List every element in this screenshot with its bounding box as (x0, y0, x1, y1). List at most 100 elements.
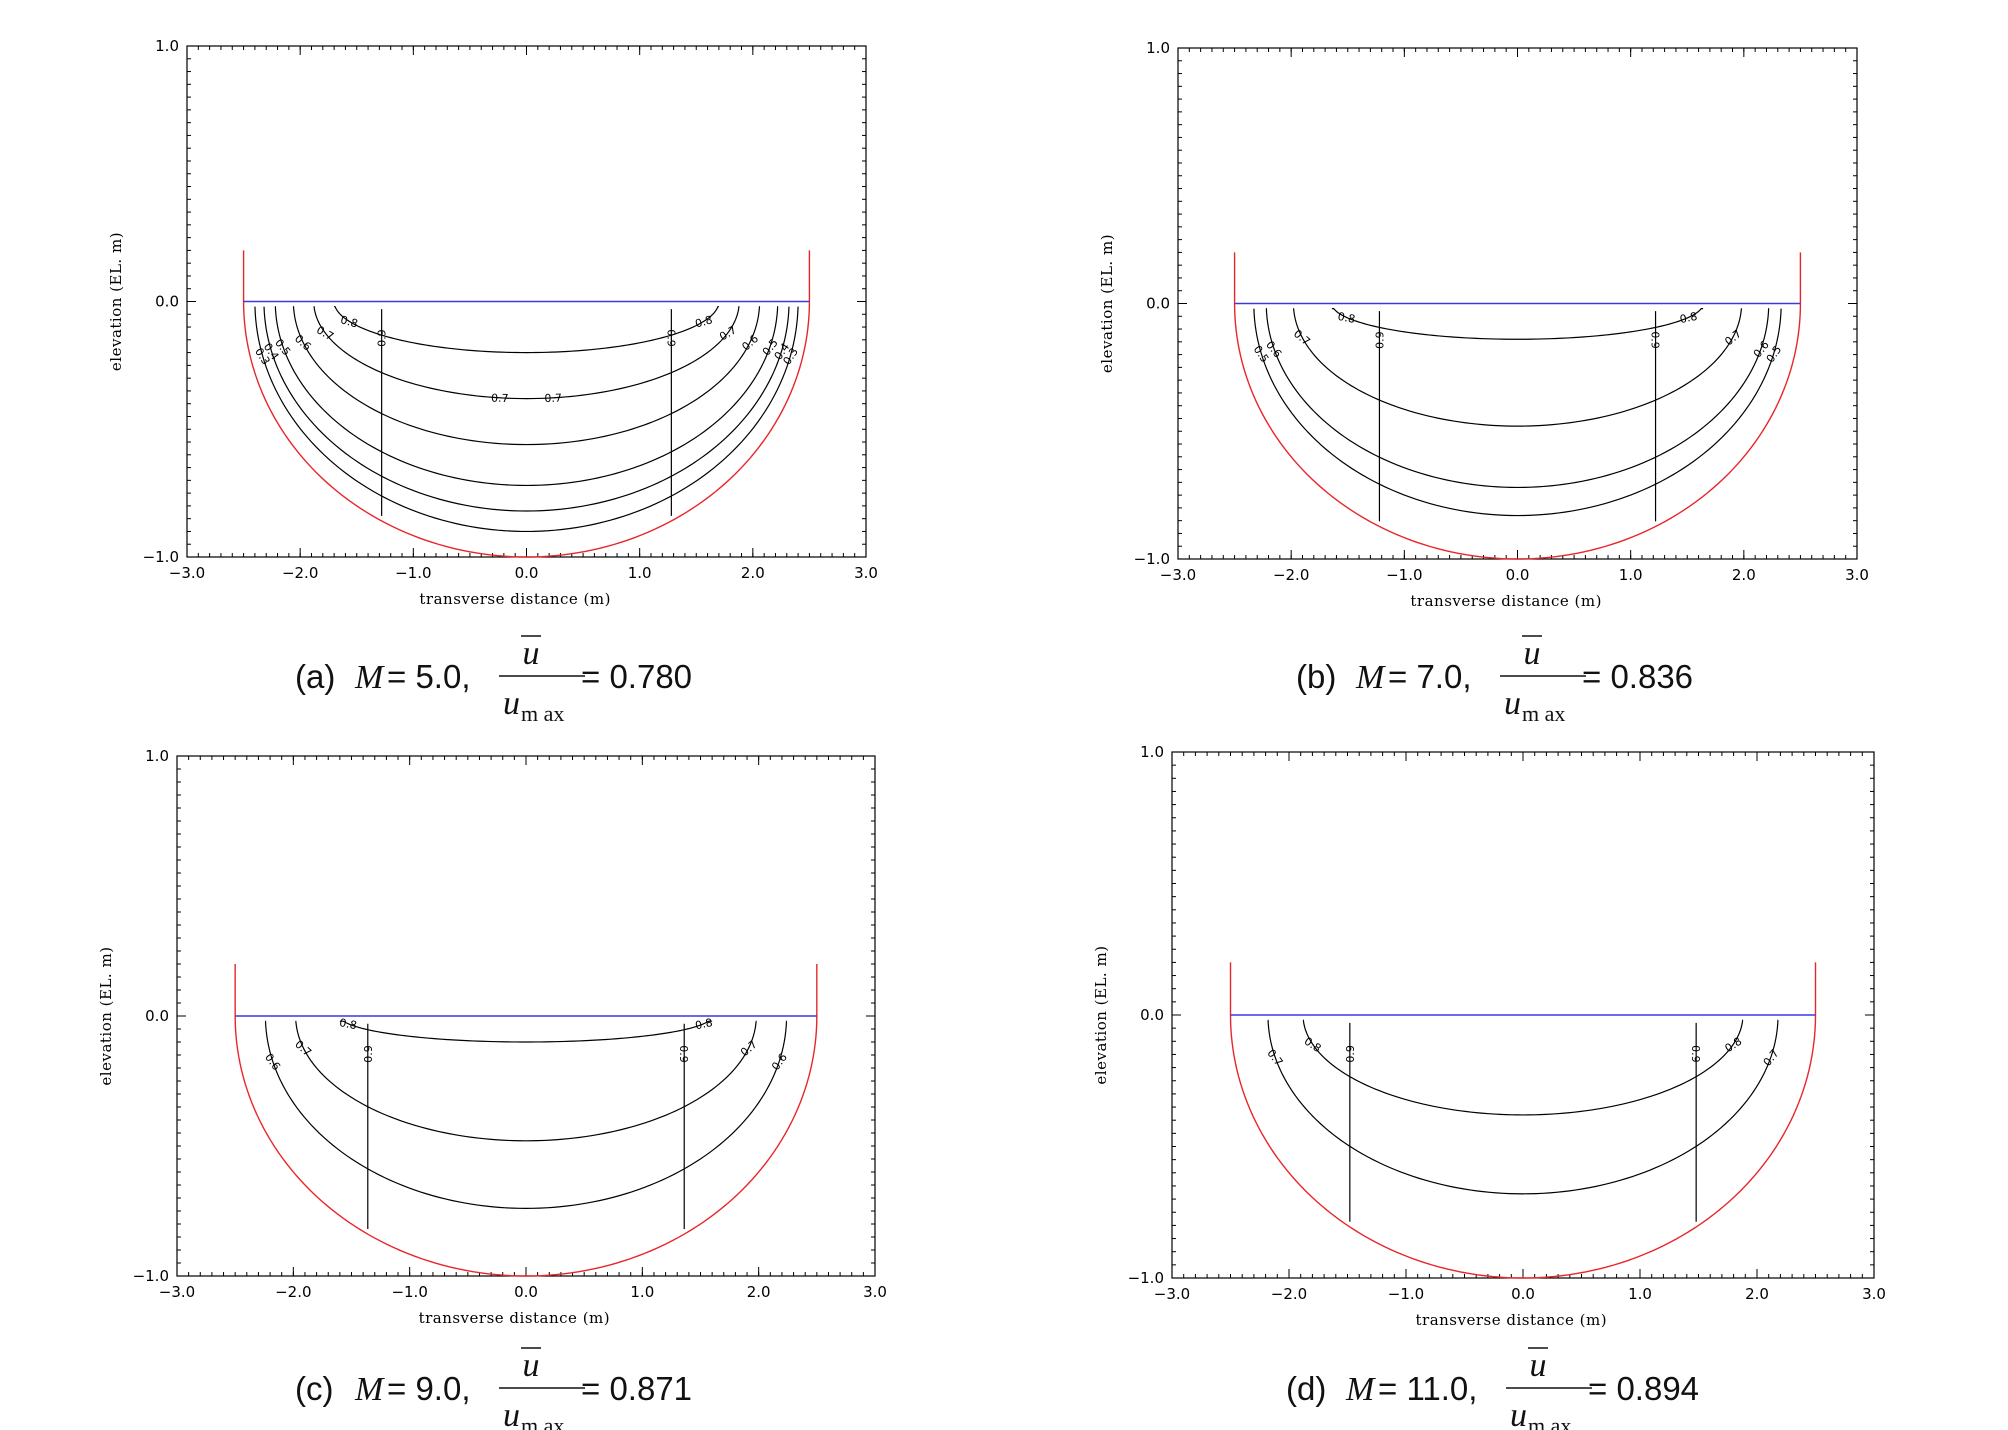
y-axis-title: elevation (EL. m) (1092, 945, 1110, 1084)
contour-label: 0.9 (1649, 331, 1662, 349)
fraction-numerator: u (523, 635, 540, 672)
x-tick-label: 1.0 (1628, 1285, 1652, 1303)
contour-label: 0.8 (1337, 310, 1357, 326)
contour-line (274, 306, 779, 487)
contour-label: 0.9 (1689, 1045, 1702, 1063)
contour-label: 0.7 (1264, 1047, 1285, 1069)
contour-line (292, 306, 761, 446)
contour-label: 0.8 (1679, 310, 1699, 326)
y-tick-label: 0.0 (1146, 295, 1170, 313)
y-tick-label: −1.0 (143, 548, 179, 566)
x-tick-label: 1.0 (1619, 566, 1643, 584)
contour-label: 0.7 (544, 392, 562, 405)
fraction-numerator: u (1524, 635, 1541, 672)
caption-mid: = 11.0, (1378, 1370, 1477, 1407)
caption-mid: = 5.0, (387, 658, 470, 695)
y-axis-title: elevation (EL. m) (1098, 234, 1116, 373)
contour-label: 0.9 (1344, 1045, 1357, 1063)
fraction-denominator: u (1504, 685, 1521, 722)
x-tick-label: 0.0 (514, 1283, 538, 1301)
y-tick-label: 1.0 (145, 747, 169, 765)
contour-label: 0.7 (292, 1038, 314, 1059)
contour-line (339, 1020, 713, 1043)
contour-label: 0.9 (1373, 331, 1386, 349)
x-tick-label: 3.0 (863, 1283, 887, 1301)
x-tick-label: −1.0 (395, 564, 431, 582)
x-tick-label: 2.0 (747, 1283, 771, 1301)
x-tick-label: −1.0 (1388, 1285, 1424, 1303)
caption-var: M (354, 1371, 385, 1408)
contour-label: 0.6 (739, 332, 761, 353)
contour-line (1253, 308, 1782, 517)
panel-a: −3.0 −2.0 −1.0 0.0 1.0 2.0 3.0 −1.0 0.0 1.0 transv… (107, 37, 878, 726)
contour-line (313, 306, 740, 400)
contour-line (295, 1020, 757, 1142)
y-tick-label: −1.0 (1128, 1269, 1164, 1287)
contour-line (263, 306, 790, 512)
x-tick-label: 3.0 (1845, 566, 1869, 584)
x-axis-title: transverse distance (m) (1416, 1311, 1608, 1329)
channel-bed (1229, 962, 1817, 1279)
x-tick-label: 1.0 (628, 564, 652, 582)
panel-d: −3.0 −2.0 −1.0 0.0 1.0 2.0 3.0 −1.0 0.0 1.0 transv… (1092, 743, 1886, 1430)
contour-line (1267, 1019, 1779, 1195)
contour-label: 0.9 (376, 329, 389, 347)
contour-label: 0.7 (314, 323, 336, 343)
contour-label: 0.9 (362, 1045, 375, 1063)
x-tick-label: 0.0 (515, 564, 539, 582)
caption-mid: = 7.0, (1388, 658, 1471, 695)
panel-caption: (c) M = 9.0, uu m ax= 0.871 (295, 1347, 692, 1430)
x-tick-label: 2.0 (1745, 1285, 1769, 1303)
y-tick-label: 1.0 (1140, 743, 1164, 761)
x-tick-label: −1.0 (1386, 566, 1422, 584)
x-tick-label: −3.0 (169, 564, 205, 582)
x-tick-label: −2.0 (1271, 1285, 1307, 1303)
caption-var: M (354, 659, 385, 696)
contour-line (1292, 308, 1743, 427)
contour-label: 0.8 (1723, 1035, 1745, 1055)
caption-prefix: (d) (1286, 1370, 1326, 1407)
x-tick-label: −2.0 (1273, 566, 1309, 584)
contour-label: 0.7 (1722, 327, 1744, 348)
fraction-subscript: m ax (521, 1413, 564, 1430)
contour-label: 0.8 (338, 1016, 358, 1032)
minor-ticks (1171, 751, 1875, 1279)
x-tick-label: −3.0 (159, 1283, 195, 1301)
caption-mid: = 9.0, (387, 1370, 470, 1407)
fraction-denominator: u (503, 1397, 520, 1430)
x-tick-label: −2.0 (275, 1283, 311, 1301)
y-tick-label: 0.0 (145, 1007, 169, 1025)
y-tick-label: 1.0 (155, 37, 179, 55)
x-axis-title: transverse distance (m) (419, 1309, 611, 1327)
contour-label: 0.8 (694, 313, 714, 330)
channel-bed (234, 963, 818, 1277)
x-tick-label: −3.0 (1160, 566, 1196, 584)
contour-line (1331, 308, 1704, 340)
caption-result: = 0.871 (581, 1370, 692, 1407)
y-tick-label: 1.0 (1146, 39, 1170, 57)
contour-label: 0.8 (339, 313, 359, 330)
x-tick-label: 3.0 (854, 564, 878, 582)
x-tick-label: 1.0 (630, 1283, 654, 1301)
fraction-numerator: u (1530, 1347, 1547, 1384)
caption-result: = 0.780 (581, 658, 692, 695)
fraction-subscript: m ax (1528, 1413, 1571, 1430)
x-tick-label: −1.0 (391, 1283, 427, 1301)
y-axis-title: elevation (EL. m) (97, 946, 115, 1085)
contour-label: 0.7 (491, 392, 509, 405)
x-tick-label: 0.0 (1506, 566, 1530, 584)
caption-prefix: (c) (295, 1370, 333, 1407)
contour-label: 0.8 (1302, 1035, 1324, 1055)
y-tick-label: −1.0 (1134, 550, 1170, 568)
fraction-denominator: u (1510, 1397, 1527, 1430)
contour-line (334, 306, 719, 354)
x-axis-title: transverse distance (m) (1410, 592, 1602, 610)
x-tick-label: 2.0 (741, 564, 765, 582)
channel-bed (1233, 252, 1802, 560)
x-tick-label: 3.0 (1862, 1285, 1886, 1303)
contour-line (1265, 308, 1770, 489)
panel-c: −3.0 −2.0 −1.0 0.0 1.0 2.0 3.0 −1.0 0.0 1.0 transv… (97, 747, 887, 1430)
contour-label: 0.9 (664, 329, 677, 347)
caption-var: M (1345, 1371, 1376, 1408)
